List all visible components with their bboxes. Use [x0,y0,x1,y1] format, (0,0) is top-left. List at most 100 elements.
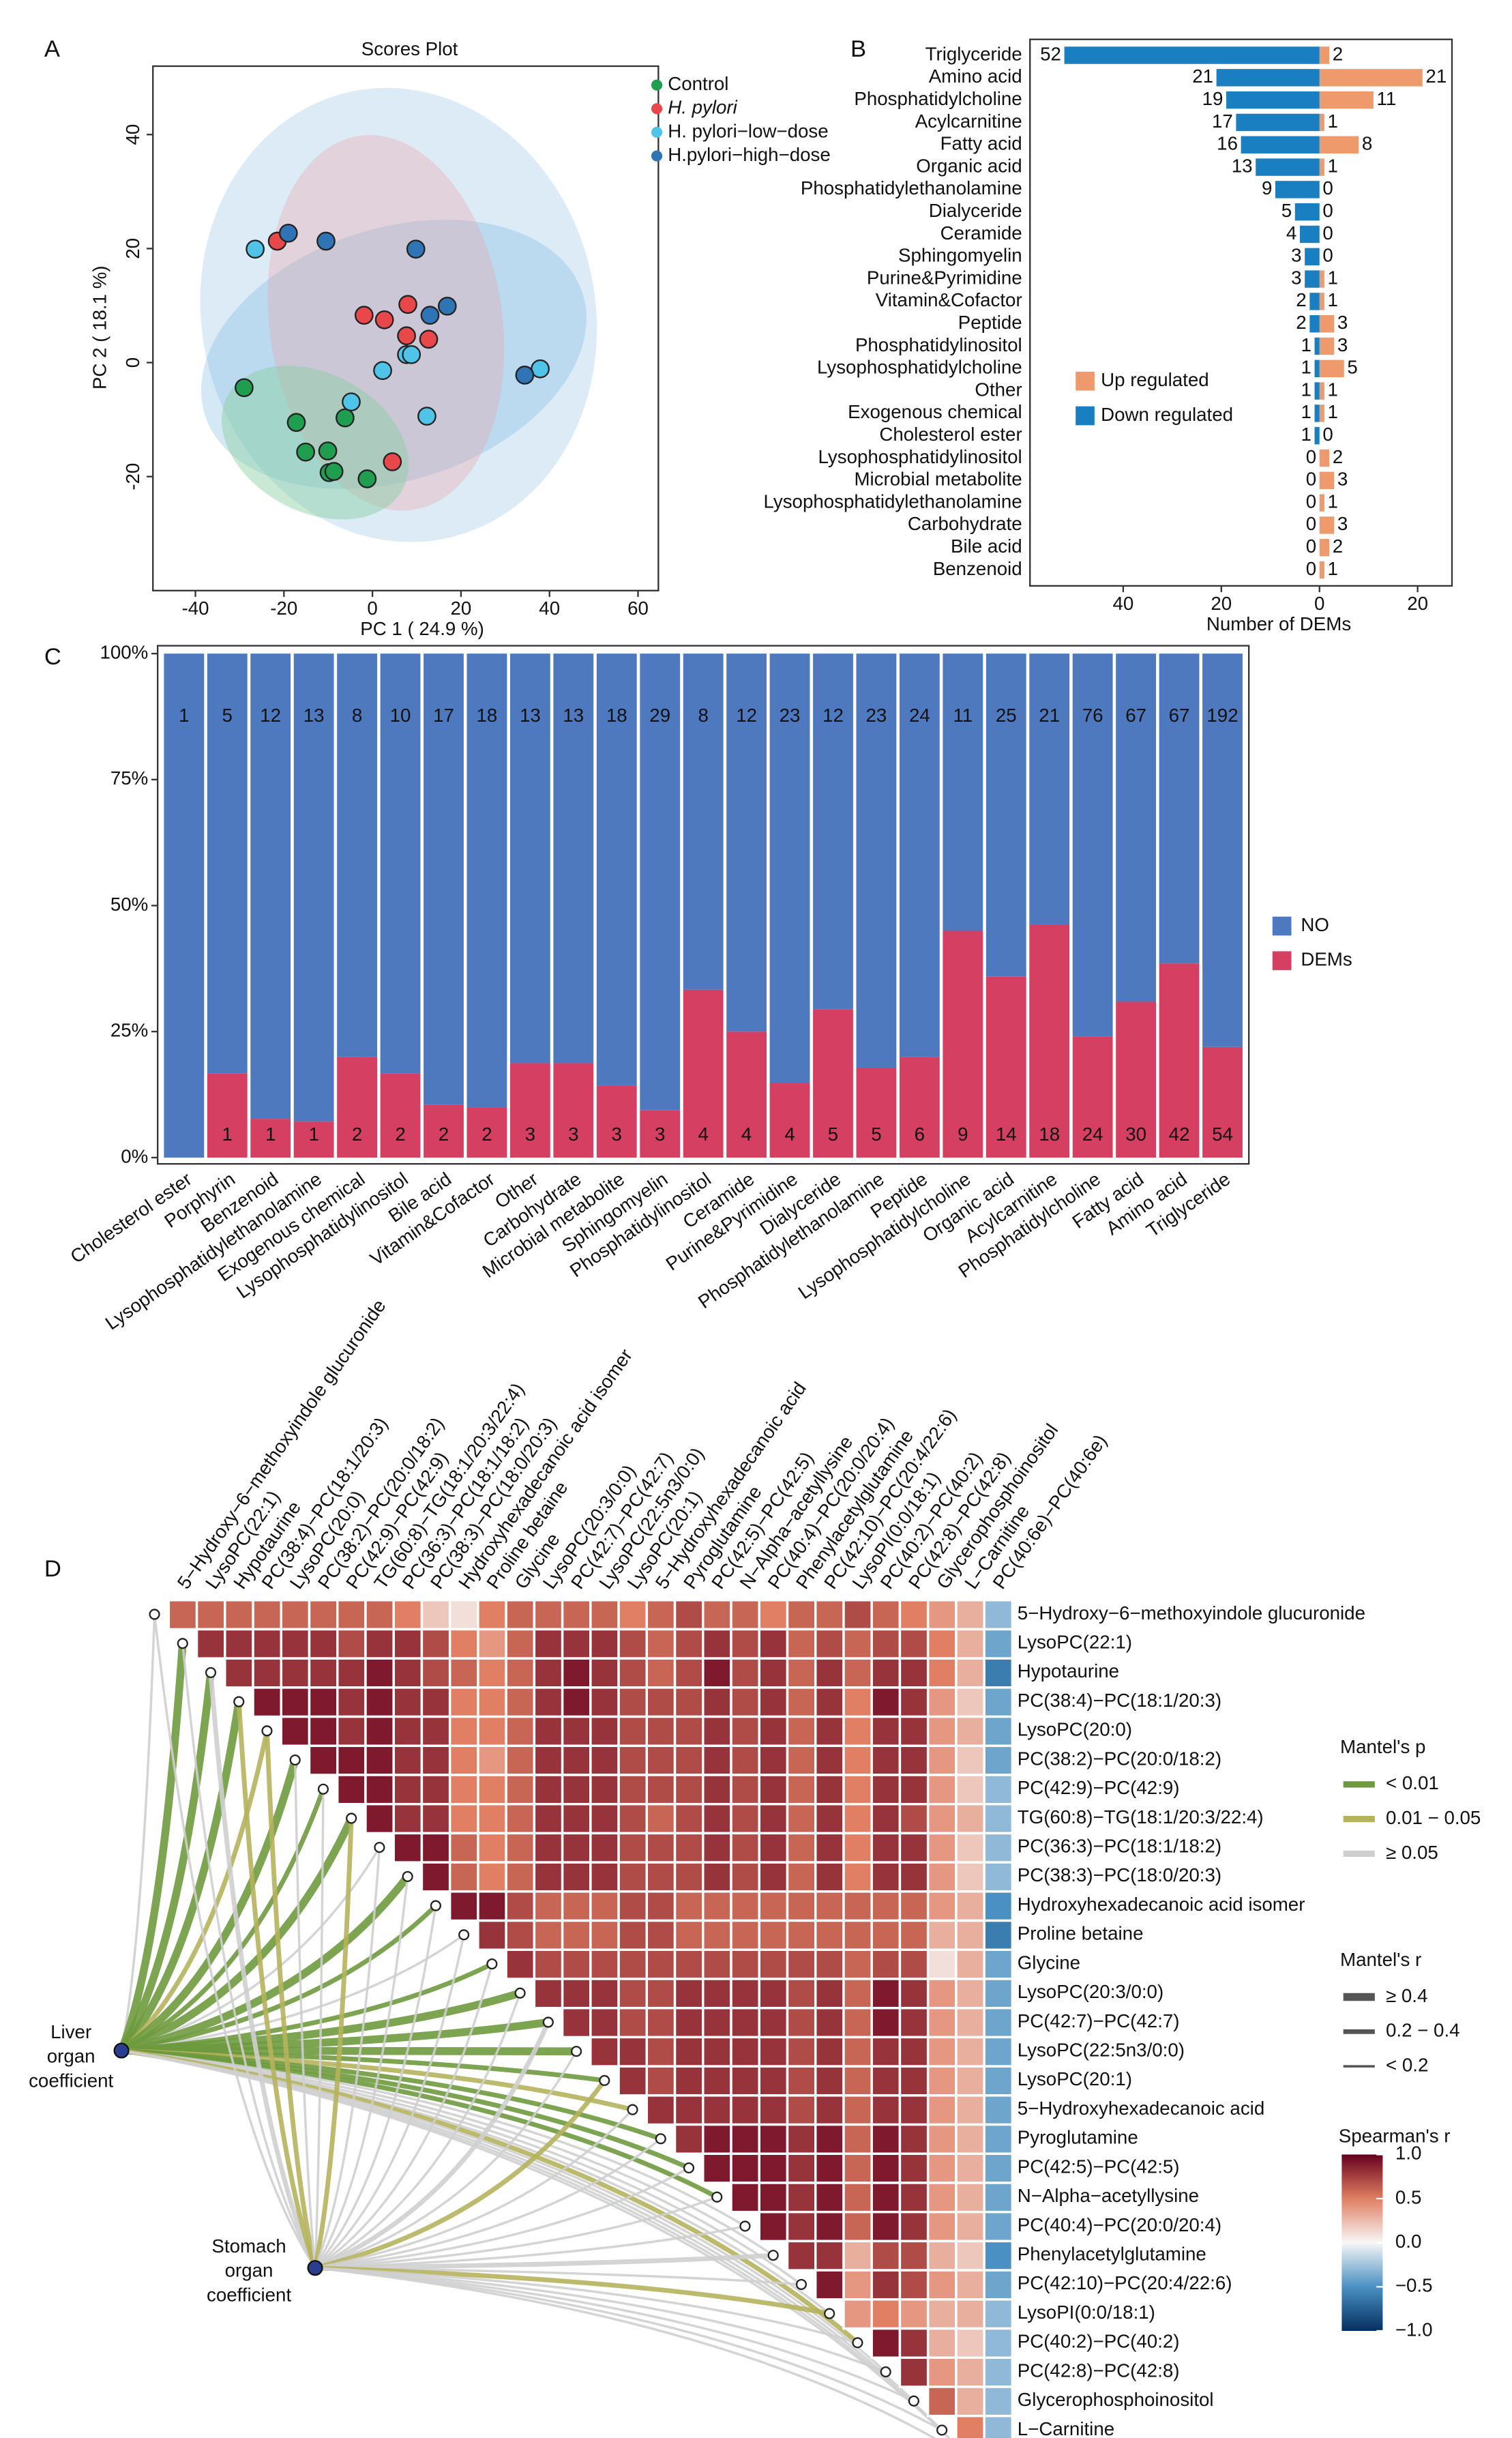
heatmap-cell [842,2210,873,2243]
heatmap-cell [926,2123,958,2155]
bar-segment [207,1073,248,1158]
legend-swatch [1272,916,1292,936]
heatmap-cell [758,1715,789,1748]
point [373,361,392,381]
legend-label: ≥ 0.05 [1386,1842,1438,1863]
bar-segment [509,653,550,1063]
heatmap-cell [730,1802,760,1835]
heatmap-cell [870,1861,902,1893]
heatmap-cell [870,1686,902,1718]
row-label: PC(36:3)−PC(18:1/18:2) [1018,1836,1221,1857]
heatmap-cell [673,2006,705,2039]
heatmap-cell [870,1774,902,1806]
heatmap-cell [786,2036,817,2068]
heatmap-cell [898,1744,930,1776]
row-label: PC(42:10)−PC(20:4/22:6) [1018,2272,1232,2293]
heatmap-cell [702,2065,732,2097]
heatmap-cell [983,1890,1014,1922]
heatmap-cell [252,1598,282,1631]
mantel-link [236,1701,318,2269]
heatmap-cell [955,2356,985,2388]
bar [1314,405,1320,422]
mantel-link [314,2167,690,2270]
mantel-link [314,1934,465,2269]
heatmap-cell [730,1686,760,1718]
heatmap-cell [420,1774,451,1806]
value-label: 1 [1328,558,1338,579]
bar-segment [1159,963,1200,1158]
heatmap-cell [505,1890,536,1922]
heatmap-cell [758,1978,789,2010]
heatmap-cell [870,1978,902,2010]
y-tick-label: 50% [110,894,148,915]
legend-label: Up regulated [1101,369,1209,390]
heatmap-cell [617,1861,649,1893]
heatmap-cell [955,2327,985,2359]
heatmap-cell [195,1628,226,1660]
mantel-link [314,1905,437,2269]
bar-segment [207,653,248,1074]
heatmap-cell [898,2298,930,2330]
mantel-link [118,1672,215,2053]
value-label: 1 [1328,379,1338,400]
bar [1275,181,1320,199]
legend-label: H.pylori−high−dose [668,144,831,165]
plot-frame [1029,38,1453,587]
heatmap-cell [589,1657,620,1689]
heatmap-cell [842,2239,873,2272]
heatmap-cell [814,1832,845,1864]
heatmap-cell [983,2006,1014,2039]
y-tick-label: 25% [110,1020,148,1041]
value-label: 1 [179,705,189,726]
bar-segment [683,653,724,990]
heatmap-cell [420,1598,451,1631]
point [406,239,426,259]
heatmap-cell [673,2036,705,2068]
link-node [824,2308,835,2319]
bar-segment [466,1107,507,1158]
heatmap-cell [786,1715,817,1748]
heatmap-cell [955,1657,985,1689]
heatmap-cell [702,2152,732,2184]
heatmap-cell [533,1774,564,1806]
heatmap-cell [983,2269,1014,2301]
value-label: 1 [222,1123,233,1145]
mantel-link [314,1789,325,2268]
value-label: 4 [1286,222,1296,244]
row-label: Glycine [1018,1952,1080,1973]
heatmap-cell [870,1890,902,1922]
heatmap-cell [955,2094,985,2126]
heatmap-cell [589,1832,620,1864]
value-label: 1 [1301,379,1311,400]
heatmap-cell [730,1948,760,1980]
heatmap-cell [702,1686,732,1718]
heatmap-cell [983,1774,1014,1806]
heatmap-cell [673,1657,705,1689]
heatmap-cell [842,1861,873,1893]
value-label: 1 [1328,490,1338,512]
heatmap-cell [983,2239,1014,2272]
heatmap-cell [477,1919,507,1952]
link-node [514,1987,526,1999]
link-node [711,2191,723,2203]
heatmap-cell [983,1861,1014,1893]
heatmap-cell [955,2239,985,2272]
heatmap-cell [308,1686,339,1718]
row-label: PC(38:2)−PC(20:0/18:2) [1018,1748,1221,1769]
value-label: 52 [1040,43,1061,64]
mantel-link [314,1876,409,2269]
heatmap-cell [645,1832,677,1864]
heatmap-cell [842,1628,873,1660]
heatmap-cell [983,2327,1014,2359]
value-label: 0 [1322,177,1333,199]
heatmap-cell [364,1744,395,1776]
bar [1241,136,1320,153]
heatmap-cell [898,2239,930,2272]
mantel-link [312,1818,354,2269]
bar [1305,248,1320,265]
heatmap-cell [477,1802,507,1835]
mantel-link [293,1760,316,2268]
value-label: 23 [866,705,887,726]
heatmap-cell [617,1657,649,1689]
heatmap-cell [617,1919,649,1952]
